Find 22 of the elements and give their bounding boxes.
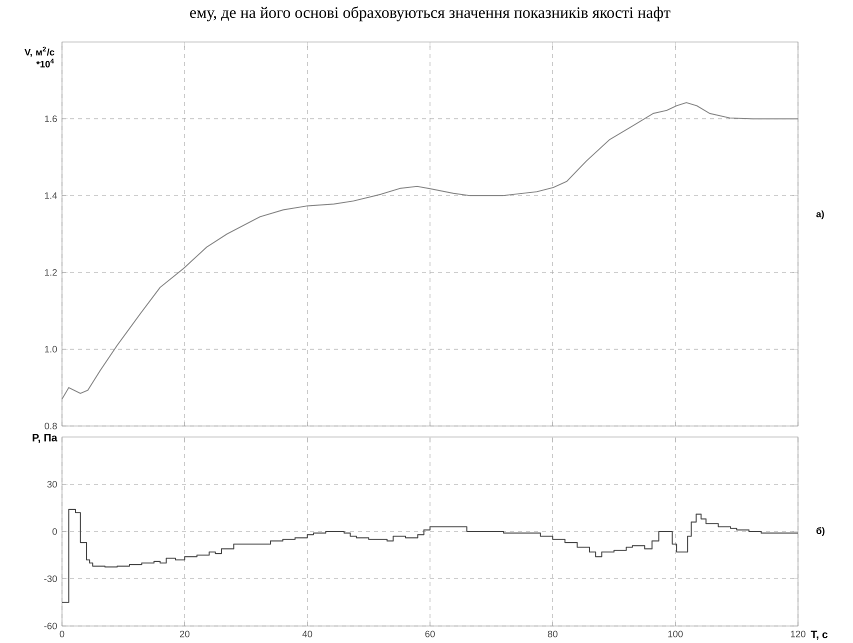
- x-tick-label: 40: [302, 630, 312, 638]
- y-tick-label: -60: [44, 622, 57, 630]
- x-tick-label: 60: [425, 630, 435, 638]
- y-tick-label: 30: [47, 480, 57, 488]
- x-axis-title: T, c: [810, 630, 828, 640]
- text: а): [816, 210, 824, 220]
- x-tick-label: 120: [790, 630, 806, 638]
- y-tick-label: 1.2: [45, 269, 57, 276]
- y-tick-label: 1.0: [45, 346, 57, 352]
- text: б): [816, 527, 824, 536]
- y-axis-title: P, Па: [32, 434, 58, 443]
- x-tick-label: 20: [180, 630, 190, 638]
- y-tick-label: -30: [44, 575, 57, 582]
- x-tick-label: 0: [60, 630, 64, 638]
- x-tick-label: 80: [548, 630, 558, 638]
- y-tick-label: 1.4: [45, 192, 58, 199]
- text: ему, де на його основі обраховуються значення показників якості нафт: [190, 6, 670, 22]
- x-tick-label: 100: [668, 630, 683, 638]
- y-tick-label: 1.6: [45, 116, 57, 122]
- y-tick-label: 0: [52, 528, 57, 535]
- y-axis-title: V, м$^{2}$/с *10$^{4}$: [24, 46, 54, 68]
- y-tick-label: 0.8: [44, 422, 57, 430]
